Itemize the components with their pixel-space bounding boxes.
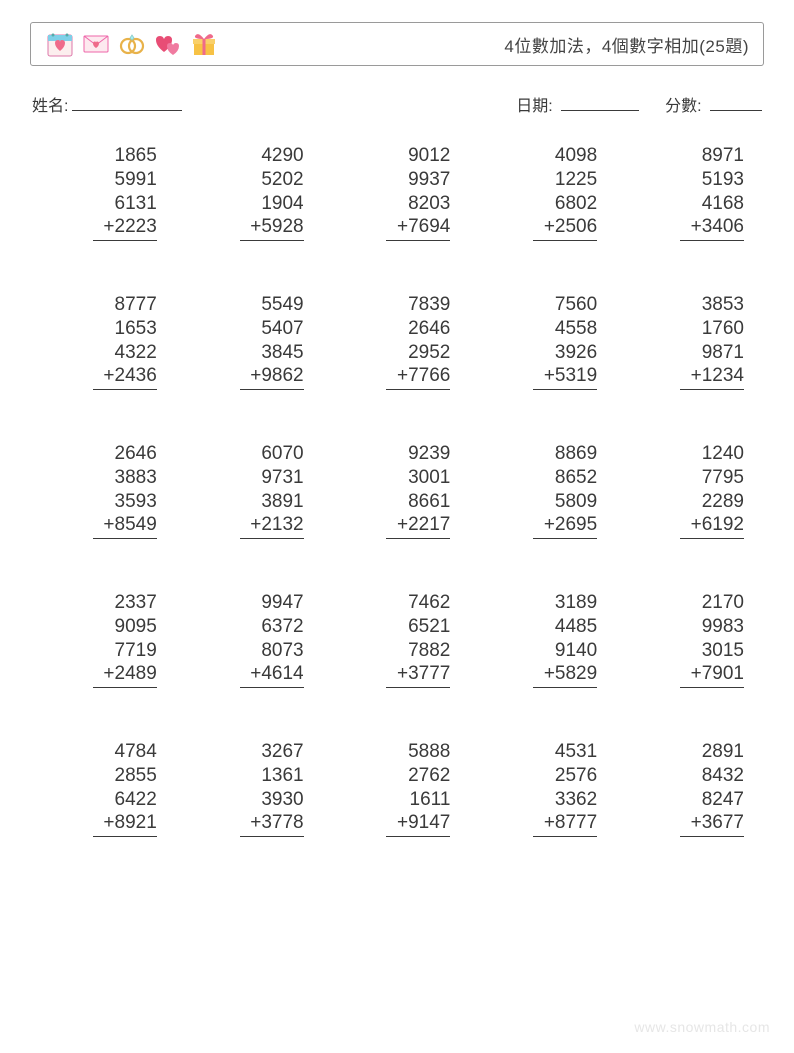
addition-problem: 409812256802+2506 xyxy=(490,144,597,241)
addition-problem: 264638833593+8549 xyxy=(50,442,157,539)
love-letter-icon xyxy=(81,29,111,59)
addition-problem: 289184328247+3677 xyxy=(637,740,744,837)
addition-problem: 886986525809+2695 xyxy=(490,442,597,539)
addition-problem: 607097313891+2132 xyxy=(197,442,304,539)
header-box: 4位數加法，4個數字相加(25題) xyxy=(30,22,764,66)
worksheet-title: 4位數加法，4個數字相加(25題) xyxy=(504,32,749,57)
name-label: 姓名: xyxy=(32,92,68,116)
addition-problem: 897151934168+3406 xyxy=(637,144,744,241)
addition-problem: 994763728073+4614 xyxy=(197,591,304,688)
addition-problem: 756045583926+5319 xyxy=(490,293,597,390)
addition-problem: 124077952289+6192 xyxy=(637,442,744,539)
addition-problem: 901299378203+7694 xyxy=(344,144,451,241)
addition-problem: 783926462952+7766 xyxy=(344,293,451,390)
addition-problem: 318944859140+5829 xyxy=(490,591,597,688)
rings-icon xyxy=(117,29,147,59)
addition-problem: 186559916131+2223 xyxy=(50,144,157,241)
problems-grid: 186559916131+2223 429052021904+5928 901299… xyxy=(30,144,764,889)
header-icons xyxy=(45,29,219,59)
calendar-heart-icon xyxy=(45,29,75,59)
addition-problem: 554954073845+9862 xyxy=(197,293,304,390)
date-blank xyxy=(561,95,639,111)
score-label: 分數: xyxy=(665,98,701,115)
meta-row: 姓名: 日期: 分數: xyxy=(30,92,764,116)
addition-problem: 588827621611+9147 xyxy=(344,740,451,837)
gift-icon xyxy=(189,29,219,59)
addition-problem: 429052021904+5928 xyxy=(197,144,304,241)
addition-problem: 385317609871+1234 xyxy=(637,293,744,390)
addition-problem: 746265217882+3777 xyxy=(344,591,451,688)
addition-problem: 453125763362+8777 xyxy=(490,740,597,837)
addition-problem: 233790957719+2489 xyxy=(50,591,157,688)
addition-problem: 923930018661+2217 xyxy=(344,442,451,539)
addition-problem: 217099833015+7901 xyxy=(637,591,744,688)
watermark: www.snowmath.com xyxy=(634,1019,770,1035)
addition-problem: 478428556422+8921 xyxy=(50,740,157,837)
date-label: 日期: xyxy=(516,98,552,115)
addition-problem: 326713613930+3778 xyxy=(197,740,304,837)
addition-problem: 877716534322+2436 xyxy=(50,293,157,390)
hearts-icon xyxy=(153,29,183,59)
score-blank xyxy=(710,95,762,111)
name-blank xyxy=(72,95,182,111)
